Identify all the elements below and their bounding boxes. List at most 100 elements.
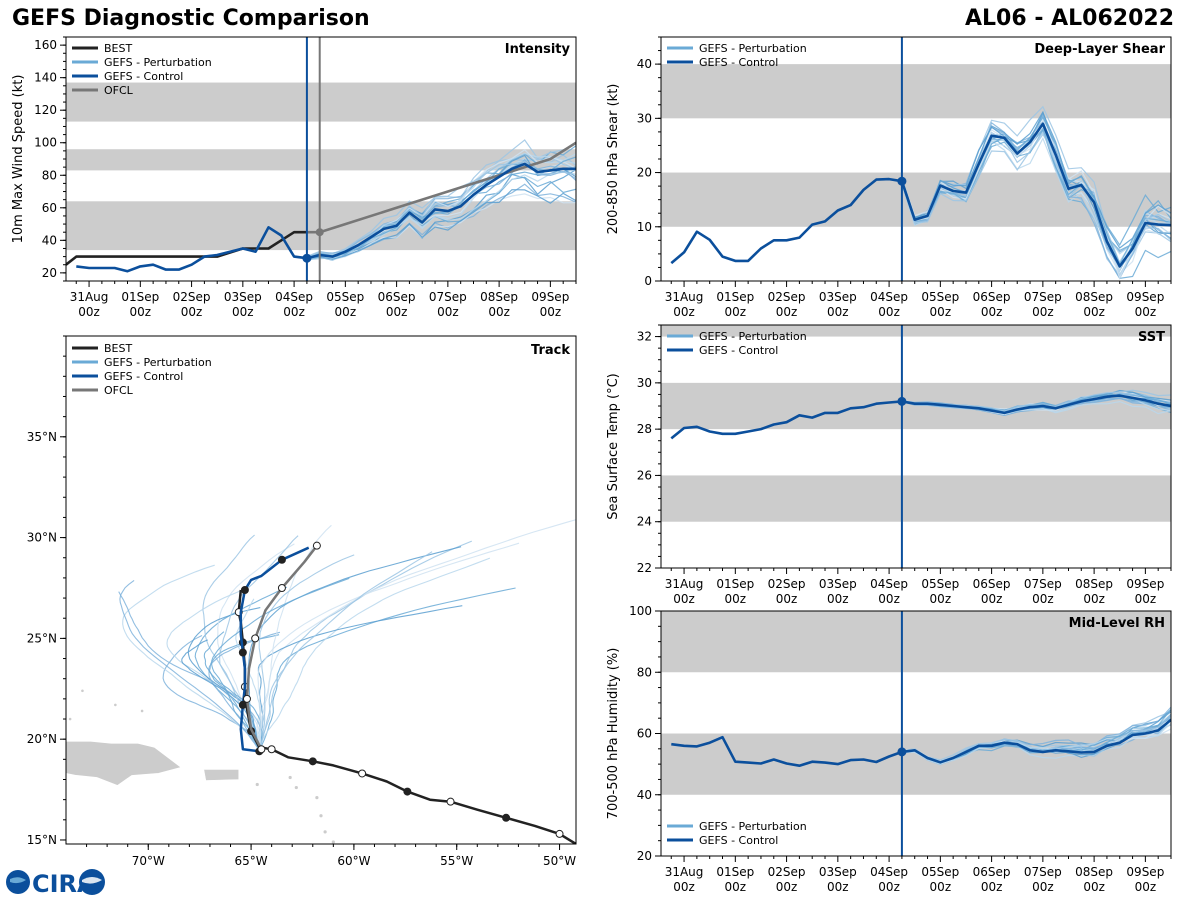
small-island <box>323 830 327 834</box>
track-position-marker <box>277 555 286 564</box>
sst-x-tick-label-day: 04Sep <box>870 577 908 591</box>
intensity-y-tick-label: 160 <box>34 38 57 52</box>
sst-panel-title: SST <box>1138 330 1165 345</box>
track-position-marker <box>251 634 260 643</box>
rh-shaded-band <box>661 611 1171 673</box>
track-perturbation-line <box>122 564 260 752</box>
intensity-x-tick-label-day: 07Sep <box>429 290 467 304</box>
sst-x-tick-label-day: 02Sep <box>768 577 806 591</box>
panel-intensity: 31Aug00z01Sep00z02Sep00z03Sep00z04Sep00z… <box>11 36 577 319</box>
track-perturbation-line <box>258 551 433 752</box>
sst-x-tick-label-hour: 00z <box>827 592 849 606</box>
rh-x-tick-label-day: 31Aug <box>665 865 704 879</box>
sst-x-tick-label-day: 08Sep <box>1075 577 1113 591</box>
track-position-marker <box>403 787 412 796</box>
intensity-x-tick-label-hour: 00z <box>386 305 408 319</box>
intensity-legend-label: OFCL <box>104 84 134 97</box>
sst-x-tick-label-day: 01Sep <box>716 577 754 591</box>
shear-x-tick-label-day: 31Aug <box>665 290 704 304</box>
intensity-x-tick-label-day: 08Sep <box>480 290 518 304</box>
sst-y-tick-label: 28 <box>637 422 652 436</box>
track-x-tick-label: 65°W <box>235 854 268 868</box>
intensity-x-tick-label-hour: 00z <box>232 305 254 319</box>
small-island <box>294 785 298 790</box>
puerto-rico-landmass <box>203 769 240 781</box>
track-x-tick-label: 70°W <box>132 854 165 868</box>
sst-y-tick-label: 32 <box>637 330 652 344</box>
intensity-y-tick-label: 120 <box>34 103 57 117</box>
small-island <box>114 703 117 707</box>
track-x-tick-label: 50°W <box>543 854 576 868</box>
shear-x-tick-label-day: 06Sep <box>973 290 1011 304</box>
intensity-panel-title: Intensity <box>505 42 571 57</box>
intensity-x-tick-label-day: 01Sep <box>121 290 159 304</box>
rh-x-tick-label-hour: 00z <box>725 880 747 894</box>
shear-x-tick-label-hour: 00z <box>930 305 952 319</box>
track-perturbation-line <box>211 577 350 752</box>
intensity-y-tick-label: 100 <box>34 136 57 150</box>
intensity-shaded-band <box>66 201 576 251</box>
track-perturbation-line <box>257 605 463 752</box>
shear-panel-title: Deep-Layer Shear <box>1034 42 1165 57</box>
small-island <box>319 814 323 818</box>
small-island <box>140 709 144 713</box>
track-perturbation-line <box>257 542 520 752</box>
sst-x-tick-label-day: 03Sep <box>819 577 857 591</box>
storm-id-title: AL06 - AL062022 <box>965 6 1174 31</box>
track-perturbation-line <box>256 519 576 752</box>
intensity-y-tick-label: 80 <box>42 168 57 182</box>
panel-shear: 31Aug00z01Sep00z02Sep00z03Sep00z04Sep00z… <box>606 36 1172 319</box>
rh-x-tick-label-day: 03Sep <box>819 865 857 879</box>
shear-x-tick-label-day: 02Sep <box>768 290 806 304</box>
sst-x-tick-label-hour: 00z <box>673 592 695 606</box>
track-position-marker <box>238 648 247 657</box>
intensity-x-tick-label-day: 06Sep <box>378 290 416 304</box>
panel-track: 70°W 65°W 60°W 55°W 50°W 15°N 20°N 25°N 30°N 35°N… <box>27 335 577 868</box>
track-y-tick-label: 15°N <box>27 833 57 847</box>
track-position-marker <box>267 745 276 754</box>
shear-x-tick-label-day: 03Sep <box>819 290 857 304</box>
rh-x-tick-label-hour: 00z <box>878 880 900 894</box>
sst-x-tick-label-day: 07Sep <box>1024 577 1062 591</box>
shear-x-tick-label-day: 09Sep <box>1126 290 1164 304</box>
track-position-marker <box>308 757 317 766</box>
hispaniola-landmass <box>66 740 183 786</box>
intensity-x-tick-label-day: 31Aug <box>70 290 109 304</box>
intensity-shaded-band <box>66 149 576 171</box>
sst-y-tick-label: 24 <box>637 515 652 529</box>
small-island <box>68 717 72 721</box>
rh-x-tick-label-day: 07Sep <box>1024 865 1062 879</box>
intensity-x-tick-label-day: 03Sep <box>224 290 262 304</box>
small-island <box>315 796 319 800</box>
rh-x-tick-label-hour: 00z <box>776 880 798 894</box>
intensity-x-tick-label-hour: 00z <box>181 305 203 319</box>
rh-x-tick-label-day: 02Sep <box>768 865 806 879</box>
shear-legend-label: GEFS - Control <box>699 56 778 69</box>
track-perturbation-line <box>258 554 355 752</box>
rh-x-tick-label-hour: 00z <box>673 880 695 894</box>
rh-plot-area <box>661 611 1171 795</box>
shear-legend-label: GEFS - Perturbation <box>699 42 807 55</box>
rh-y-tick-label: 40 <box>637 788 652 802</box>
track-legend-label: GEFS - Perturbation <box>104 356 212 369</box>
track-perturbation-line <box>258 557 491 752</box>
intensity-best-line <box>66 230 307 266</box>
sst-x-tick-label-hour: 00z <box>1032 592 1054 606</box>
track-best-line <box>237 589 576 844</box>
intensity-y-tick-label: 40 <box>42 233 57 247</box>
rh-x-tick-label-hour: 00z <box>1032 880 1054 894</box>
shear-y-tick-label: 20 <box>637 166 652 180</box>
shear-y-tick-label: 10 <box>637 220 652 234</box>
track-frame <box>65 335 577 845</box>
sst-y-tick-label: 26 <box>637 468 652 482</box>
intensity-gefs-control-line <box>76 162 576 273</box>
rh-gefs-control-line <box>671 718 1171 768</box>
shear-x-tick-label-day: 01Sep <box>716 290 754 304</box>
intensity-y-tick-label: 60 <box>42 201 57 215</box>
sst-y-tick-label: 30 <box>637 376 652 390</box>
shear-y-axis-label: 200-850 hPa Shear (kt) <box>606 84 621 235</box>
track-position-marker <box>555 829 564 838</box>
shear-x-tick-label-hour: 00z <box>673 305 695 319</box>
intensity-perturbation-line <box>306 193 576 261</box>
shear-x-tick-label-hour: 00z <box>1135 305 1157 319</box>
